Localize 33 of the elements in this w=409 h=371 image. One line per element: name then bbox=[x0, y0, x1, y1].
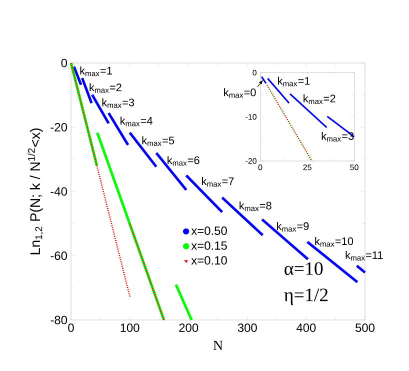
legend-label: x=0.15 bbox=[191, 241, 227, 250]
annotation: k$_{max}$=7 bbox=[202, 177, 234, 187]
annotation: k$_{max}$=2 bbox=[90, 83, 122, 93]
annotation: k$_{max}$=5 bbox=[142, 136, 174, 146]
x-axis-title: N bbox=[213, 340, 223, 350]
annotation: k$_{max}$=3 bbox=[322, 132, 354, 142]
y-tick-label: -20 bbox=[50, 123, 68, 132]
annotation: k$_{max}$=10 bbox=[315, 237, 354, 247]
y-tick-label: 0 bbox=[61, 58, 68, 68]
x-tick-label: 200 bbox=[179, 324, 198, 332]
annotation: k$_{max}$=0 bbox=[224, 88, 256, 98]
y-tick-label: -60 bbox=[50, 252, 68, 260]
annotation: k$_{max}$=4 bbox=[120, 116, 152, 126]
annotation: k$_{max}$=1 bbox=[278, 76, 310, 86]
x-tick-label: 100 bbox=[120, 324, 140, 332]
y-tick-label: -40 bbox=[50, 187, 68, 196]
y-axis-title: Ln$_{1,2}$ P(N; k / N$^{1/2}$<x) bbox=[28, 128, 44, 254]
annotation: k$_{max}$=1 bbox=[80, 66, 112, 76]
annotation: α=10 bbox=[284, 262, 323, 275]
annotation: k$_{max}$=8 bbox=[240, 201, 272, 212]
annotation: k$_{max}$=11 bbox=[346, 250, 383, 261]
y-tick-label: -80 bbox=[50, 316, 68, 324]
annotation: η=1/2 bbox=[284, 288, 328, 306]
annotation: k$_{max}$=2 bbox=[304, 94, 336, 104]
x-tick-label: 400 bbox=[296, 324, 316, 332]
x-tick-label: 500 bbox=[356, 324, 375, 332]
annotation: k$_{max}$=9 bbox=[276, 222, 309, 232]
legend-label: x=0.50 bbox=[191, 226, 227, 235]
legend-label: x=0.10 bbox=[191, 256, 227, 265]
x-tick-label: 300 bbox=[238, 324, 257, 332]
annotation: k$_{max}$=3 bbox=[102, 98, 134, 108]
x-tick-label: 0 bbox=[68, 324, 74, 332]
annotation: k$_{max}$=6 bbox=[168, 156, 200, 166]
